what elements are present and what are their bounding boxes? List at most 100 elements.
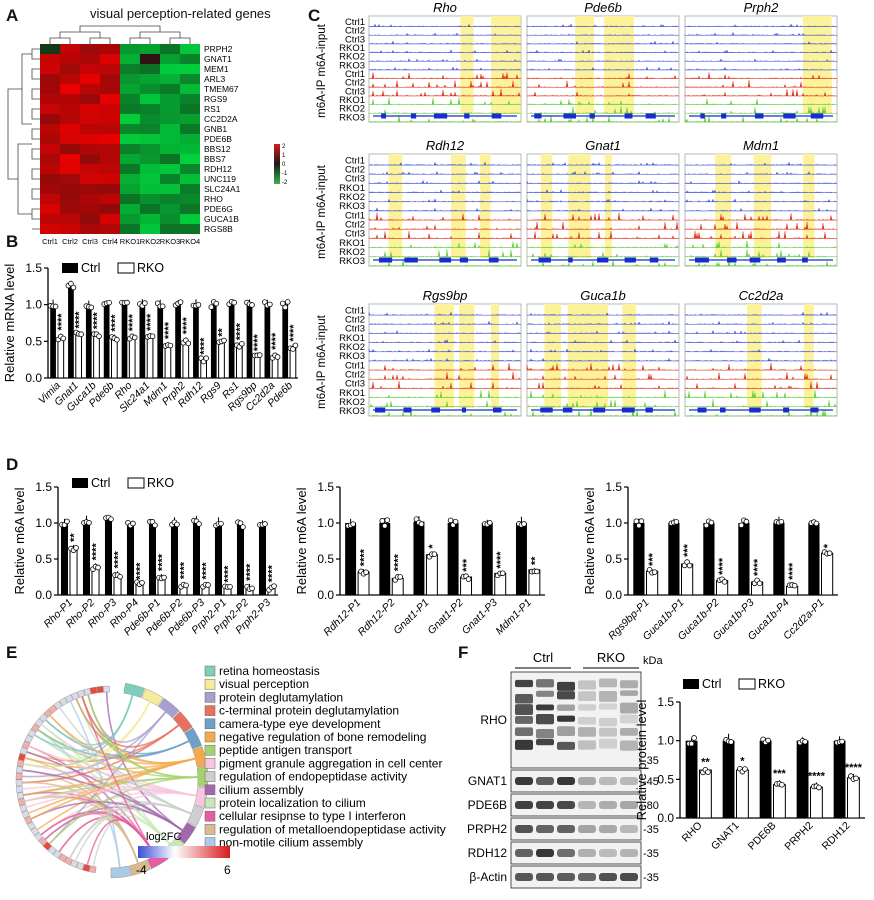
data-point xyxy=(779,781,785,788)
track-name: Ctrl1 xyxy=(345,305,365,316)
bar-ctrl xyxy=(773,523,785,595)
blot-band xyxy=(578,704,596,711)
heatmap-cell xyxy=(160,74,180,84)
track-name: Ctrl1 xyxy=(345,360,365,371)
track-name: RKO2 xyxy=(339,397,365,408)
bar-ctrl xyxy=(258,523,266,595)
blot-band xyxy=(599,801,617,809)
significance-label: * xyxy=(822,543,834,548)
legend-swatch-ctrl xyxy=(683,679,699,689)
data-point xyxy=(106,299,112,306)
significance-label: **** xyxy=(845,762,863,774)
data-point xyxy=(721,579,728,585)
heatmap-cell xyxy=(180,54,200,64)
track-name: RKO2 xyxy=(339,104,365,115)
data-point xyxy=(68,280,74,287)
blot-band xyxy=(599,678,617,688)
chord-ribbon xyxy=(23,701,151,768)
heatmap-cell xyxy=(180,64,200,74)
gene-arc xyxy=(70,691,80,701)
blot-band xyxy=(515,704,533,716)
track-name: Ctrl3 xyxy=(345,86,365,97)
bar-ctrl xyxy=(139,304,146,378)
heatmap-sample-label: RKO2 xyxy=(140,237,160,245)
term-legend-swatch xyxy=(204,731,216,743)
coverage-track xyxy=(368,170,521,175)
term-arc xyxy=(129,859,151,876)
bar-rko xyxy=(57,337,65,379)
y-tick-label: 0.0 xyxy=(657,811,674,825)
data-point xyxy=(756,580,763,587)
heatmap-cell xyxy=(80,194,100,204)
data-point xyxy=(465,576,472,582)
term-legend-swatch xyxy=(204,824,216,835)
coverage-track xyxy=(526,170,679,175)
heatmap-cell xyxy=(40,224,60,234)
blot-band xyxy=(536,679,554,688)
data-point xyxy=(431,551,438,557)
bar-ctrl xyxy=(282,304,289,378)
gene-model-exon xyxy=(378,257,393,263)
y-tick-label: 0.0 xyxy=(25,371,42,385)
track-name: RKO3 xyxy=(339,351,365,362)
bar-ctrl xyxy=(808,523,820,595)
gene-model-exon xyxy=(404,257,418,263)
coverage-track xyxy=(368,23,521,27)
coverage-track xyxy=(684,249,837,258)
blot-band xyxy=(515,716,533,724)
coverage-track xyxy=(684,221,837,231)
significance-label: **** xyxy=(245,563,257,581)
heatmap-sample-label: Ctrl1 xyxy=(42,237,58,245)
heatmap-sample-label: Ctrl4 xyxy=(102,237,118,245)
gene-arc xyxy=(83,687,92,696)
heatmap-cell xyxy=(180,184,200,194)
coverage-track xyxy=(368,189,521,194)
x-tick-label: Rdh12-P2 xyxy=(355,597,397,639)
coverage-track xyxy=(368,231,521,239)
heatmap-gene-label: RS1 xyxy=(204,104,221,114)
gene-arc xyxy=(76,861,85,871)
scale-min-label: -4 xyxy=(136,863,147,877)
heatmap-cell xyxy=(100,94,120,104)
coverage-track xyxy=(368,348,521,353)
legend-swatch-rko xyxy=(127,477,145,489)
m6a-track-panel: m6A-IP m6A-inputCtrl1Ctrl2Ctrl3RKO1RKO2R… xyxy=(316,0,838,417)
heatmap-cell xyxy=(160,164,180,174)
heatmap-cell xyxy=(80,164,100,174)
track-name: Ctrl2 xyxy=(345,26,365,37)
data-point xyxy=(802,738,808,745)
legend-label-rko: RKO xyxy=(137,261,164,275)
western-blot-panel: Ctrl RKO kDa RHO -35 GNAT1 -45 PDE6B -80 PRPH2 -35… xyxy=(467,650,865,889)
coverage-track xyxy=(684,198,837,203)
y-tick-label: 1.0 xyxy=(25,298,42,312)
coverage-track xyxy=(526,339,679,344)
data-point xyxy=(279,300,286,307)
heatmap-cell xyxy=(160,114,180,124)
gene-arc xyxy=(53,700,63,710)
coverage-track xyxy=(368,338,521,344)
coverage-track xyxy=(368,371,521,380)
bar-rko xyxy=(699,769,712,819)
heatmap-cell xyxy=(120,164,140,174)
chord-diagram xyxy=(15,682,209,879)
data-point xyxy=(262,521,268,527)
heatmap-cell xyxy=(100,204,120,214)
track-name: RKO2 xyxy=(339,342,365,353)
heatmap-cell xyxy=(160,154,180,164)
bar-rko xyxy=(146,337,154,379)
heatmap-scale-tick: -2 xyxy=(282,180,288,186)
data-point xyxy=(231,299,237,306)
blot-frame xyxy=(510,865,642,889)
significance-label: **** xyxy=(109,314,121,332)
blot-band xyxy=(599,777,617,785)
bar-chart-group: 0.0 0.5 1.0 1.5 Relative protein level ** RHO *… xyxy=(634,677,865,853)
track-name: RKO1 xyxy=(339,238,365,249)
gene-model-exon xyxy=(719,407,726,413)
coverage-track xyxy=(526,221,679,231)
heatmap-cell xyxy=(140,134,160,144)
y-tick-label: 0.5 xyxy=(35,552,52,566)
heatmap-cell xyxy=(60,84,80,94)
blot-band xyxy=(620,825,638,833)
data-point xyxy=(636,522,642,529)
data-point xyxy=(174,521,180,528)
